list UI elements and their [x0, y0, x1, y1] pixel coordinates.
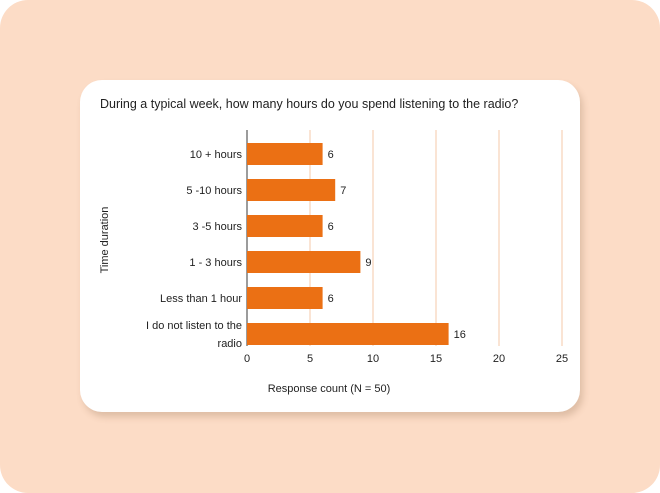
bar [247, 215, 323, 237]
x-tick-label: 20 [493, 353, 505, 365]
x-tick-labels: 0 5 10 15 20 25 [244, 353, 568, 365]
chart-card [80, 80, 580, 412]
value-label: 6 [328, 221, 334, 233]
value-labels: 6 7 6 9 6 16 [328, 149, 466, 341]
category-label: 1 - 3 hours [189, 257, 242, 269]
grid-lines [246, 130, 563, 346]
bar [247, 323, 449, 345]
x-tick-label: 10 [367, 353, 379, 365]
category-labels: 10 + hours 5 -10 hours 3 -5 hours 1 - 3 hou… [146, 149, 243, 350]
bar [247, 287, 323, 309]
bar [247, 179, 336, 201]
category-label: 3 -5 hours [192, 221, 242, 233]
category-label: 5 -10 hours [186, 185, 242, 197]
chart-title: During a typical week, how many hours do… [100, 97, 519, 111]
value-label: 9 [365, 257, 371, 269]
x-tick-label: 5 [307, 353, 313, 365]
y-axis-label: Time duration [99, 206, 111, 274]
x-tick-label: 25 [556, 353, 568, 365]
value-label: 7 [340, 185, 346, 197]
x-axis-label: Response count (N = 50) [267, 383, 391, 395]
x-tick-label: 15 [430, 353, 442, 365]
bar [247, 143, 323, 165]
bar [247, 251, 361, 273]
x-tick-label: 0 [244, 353, 250, 365]
value-label: 16 [454, 329, 466, 341]
value-label: 6 [328, 293, 334, 305]
category-label: Less than 1 hour [160, 293, 242, 305]
category-label: 10 + hours [190, 149, 243, 161]
category-label: I do not listen to the radio [146, 320, 242, 350]
value-label: 6 [328, 149, 334, 161]
bars [247, 143, 449, 345]
